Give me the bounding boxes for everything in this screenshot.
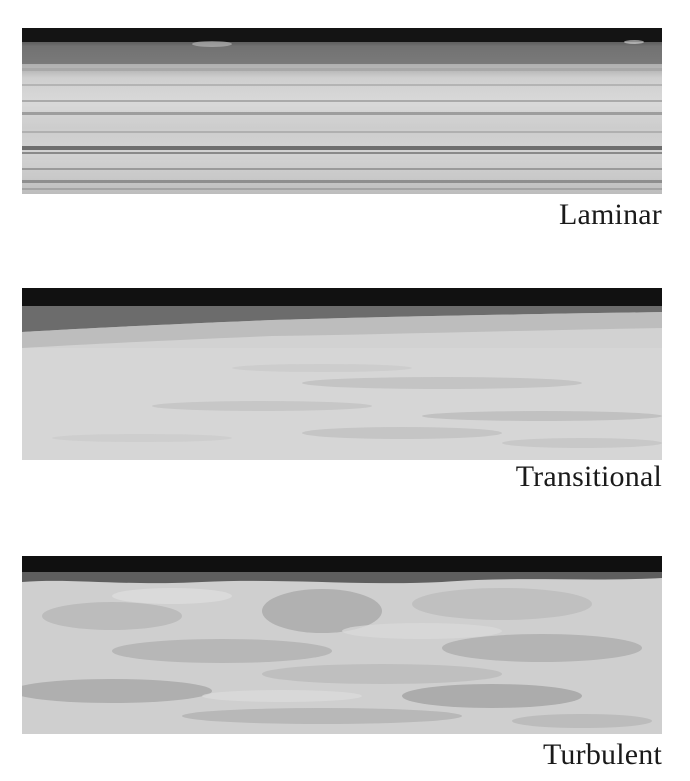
laminar-label: Laminar bbox=[558, 198, 662, 231]
transitional-flow-image bbox=[22, 288, 662, 460]
turbulent-label: Turbulent bbox=[542, 738, 662, 771]
transitional-flow-photo bbox=[22, 288, 662, 460]
transitional-label: Transitional bbox=[515, 460, 662, 493]
turbulent-flow-image bbox=[22, 556, 662, 734]
turbulent-flow-photo bbox=[22, 556, 662, 734]
laminar-flow-image bbox=[22, 28, 662, 194]
laminar-flow-photo bbox=[22, 28, 662, 194]
